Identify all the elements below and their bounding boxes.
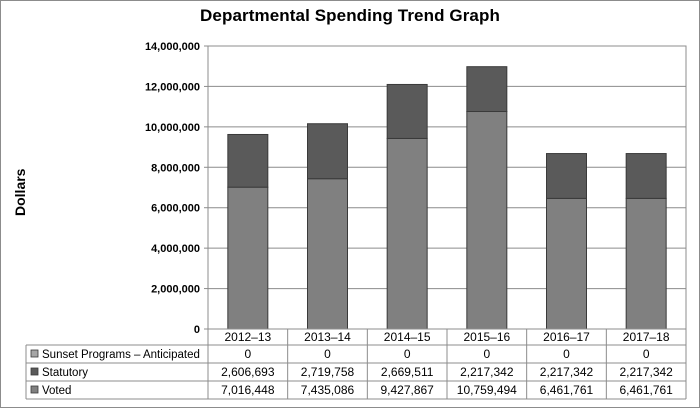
bar-statutory-3: [466, 66, 508, 113]
legend-entry: Statutory: [42, 367, 88, 379]
y-tick-label: 8,000,000: [151, 162, 200, 174]
y-tick-label: 0: [194, 324, 200, 336]
bar-voted-0: [227, 186, 269, 330]
bar-statutory-1: [307, 123, 348, 180]
data-table-cell: 0: [404, 347, 411, 361]
data-table-cell: 9,427,867: [380, 383, 434, 397]
legend-swatch: [30, 367, 39, 376]
data-table-cell: 2,719,758: [301, 365, 355, 379]
legend-swatch: [30, 349, 39, 358]
x-category-label: 2017–18: [623, 330, 670, 344]
legend-swatch: [30, 385, 39, 394]
y-tick-label: 2,000,000: [151, 284, 200, 296]
bar-voted-3: [466, 111, 508, 330]
bar-statutory-4: [546, 153, 587, 199]
data-table-cell: 2,217,342: [540, 365, 594, 379]
chart-title: Departmental Spending Trend Graph: [200, 6, 500, 25]
data-table-cell: 0: [244, 347, 251, 361]
bar-statutory-0: [227, 133, 269, 188]
y-tick-label: 14,000,000: [145, 41, 200, 53]
data-table-cell: 0: [483, 347, 490, 361]
bar-voted-1: [307, 178, 348, 330]
x-category-label: 2013–14: [304, 330, 351, 344]
data-table-cell: 10,759,494: [457, 383, 517, 397]
bar-voted-5: [625, 197, 667, 330]
data-table-cell: 7,016,448: [221, 383, 275, 397]
x-category-label: 2012–13: [224, 330, 271, 344]
data-table-cell: 7,435,086: [301, 383, 355, 397]
y-tick-label: 6,000,000: [151, 203, 200, 215]
legend-entry: Voted: [42, 385, 71, 397]
bar-voted-2: [386, 137, 428, 330]
x-category-label: 2014–15: [384, 330, 431, 344]
data-table-cell: 0: [643, 347, 650, 361]
y-tick-label: 12,000,000: [145, 81, 200, 93]
data-table-cell: 0: [324, 347, 331, 361]
bar-statutory-5: [625, 153, 667, 199]
bar-statutory-2: [386, 83, 428, 139]
legend-entry: Sunset Programs – Anticipated: [42, 349, 200, 361]
x-category-label: 2015–16: [463, 330, 510, 344]
data-table-cell: 2,217,342: [460, 365, 514, 379]
bar-voted-4: [546, 197, 587, 330]
data-table-cell: 2,606,693: [221, 365, 275, 379]
data-table-cell: 2,669,511: [381, 365, 434, 379]
y-tick-label: 4,000,000: [151, 243, 200, 255]
x-category-label: 2016–17: [543, 330, 590, 344]
y-tick-label: 10,000,000: [145, 122, 200, 134]
data-table-cell: 6,461,761: [540, 383, 594, 397]
data-table-cell: 0: [563, 347, 570, 361]
data-table-cell: 2,217,342: [619, 365, 673, 379]
data-table-cell: 6,461,761: [619, 383, 673, 397]
plot-area: [207, 45, 687, 330]
